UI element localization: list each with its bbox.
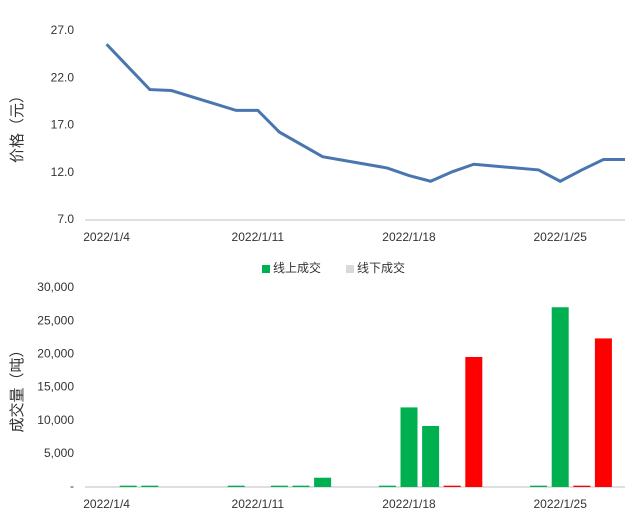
y-tick-label: 25,000	[37, 313, 74, 327]
bar	[594, 338, 612, 487]
bar	[530, 485, 548, 487]
y-tick-label: -	[70, 479, 74, 493]
y-tick-label: 22.0	[51, 70, 75, 84]
y-tick-label: 15,000	[37, 380, 74, 394]
x-tick-label: 2022/1/18	[382, 497, 436, 511]
x-tick-label: 2022/1/11	[232, 230, 285, 244]
price-line	[105, 43, 625, 183]
bar	[141, 485, 159, 487]
y-tick-label: 20,000	[37, 347, 74, 361]
x-tick-label: 2022/1/4	[83, 497, 130, 511]
x-tick-label: 2022/1/25	[534, 497, 588, 511]
y-tick-label: 30,000	[37, 280, 74, 294]
x-tick-label: 2022/1/18	[382, 230, 436, 244]
y-tick-label: 5,000	[44, 446, 74, 460]
bar	[465, 356, 483, 487]
legend-swatch	[346, 265, 354, 273]
bar	[292, 485, 310, 487]
y-tick-label: 7.0	[57, 212, 74, 226]
y-tick-label: 10,000	[37, 413, 74, 427]
x-tick-label: 2022/1/25	[534, 230, 588, 244]
y-tick-label: 12.0	[51, 165, 75, 179]
y-axis-label: 成交量（吨）	[8, 342, 26, 432]
legend-label: 线上成交	[273, 260, 321, 275]
bar	[400, 407, 418, 487]
bar	[551, 307, 569, 487]
x-tick-label: 2022/1/4	[83, 230, 130, 244]
bar	[270, 485, 288, 487]
bar	[314, 477, 332, 487]
bar	[573, 485, 591, 487]
legend-label: 线下成交	[357, 260, 405, 275]
y-axis-label: 价格（元）	[9, 88, 26, 163]
y-tick-label: 17.0	[51, 118, 75, 132]
bar	[378, 485, 396, 487]
bar	[119, 485, 137, 487]
bar	[227, 485, 245, 487]
x-tick-label: 2022/1/11	[232, 497, 285, 511]
y-tick-label: 27.0	[51, 23, 75, 37]
bar	[422, 425, 440, 487]
bar	[443, 485, 461, 487]
legend-swatch	[262, 265, 270, 273]
